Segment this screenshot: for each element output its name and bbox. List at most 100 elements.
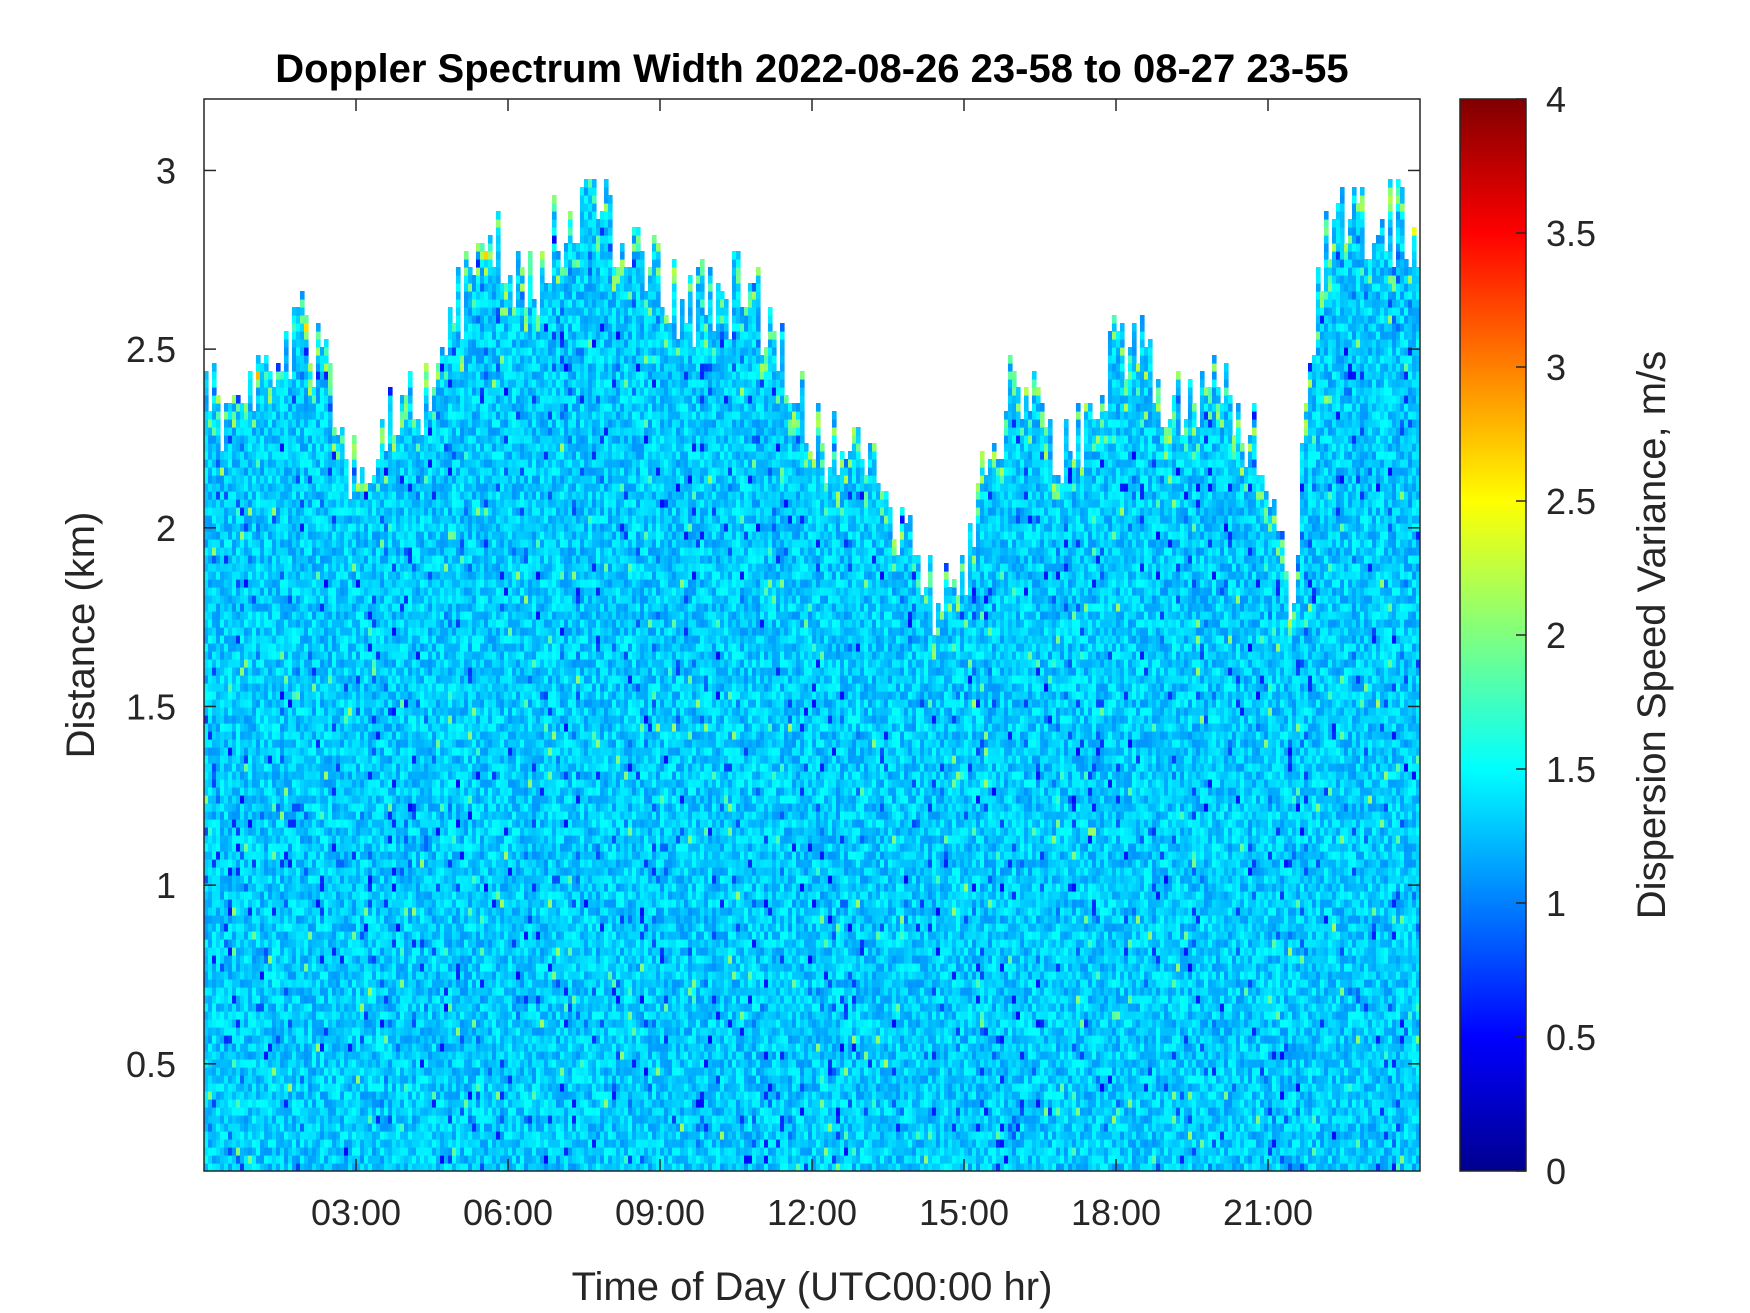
- heatmap-cell: [308, 995, 313, 1004]
- heatmap-cell: [324, 771, 329, 780]
- heatmap-cell: [364, 507, 369, 516]
- heatmap-cell: [320, 867, 325, 876]
- heatmap-cell: [212, 675, 217, 684]
- heatmap-cell: [332, 1131, 337, 1140]
- heatmap-cell: [396, 979, 401, 988]
- heatmap-cell: [384, 747, 389, 756]
- heatmap-cell: [260, 923, 265, 932]
- heatmap-cell: [244, 547, 249, 556]
- heatmap-cell: [280, 899, 285, 908]
- heatmap-cell: [236, 427, 241, 436]
- heatmap-cell: [256, 747, 261, 756]
- heatmap-cell: [300, 915, 305, 924]
- heatmap-cell: [276, 843, 281, 852]
- heatmap-cell: [328, 803, 333, 812]
- heatmap-cell: [296, 979, 301, 988]
- heatmap-cell: [316, 427, 321, 436]
- heatmap-cell: [312, 1091, 317, 1100]
- heatmap-cell: [264, 931, 269, 940]
- heatmap-cell: [328, 691, 333, 700]
- heatmap-cell: [332, 715, 337, 724]
- heatmap-cell: [264, 923, 269, 932]
- heatmap-cell: [396, 1043, 401, 1052]
- heatmap-cell: [268, 675, 273, 684]
- heatmap-cell: [344, 1059, 349, 1068]
- heatmap-cell: [356, 635, 361, 644]
- heatmap-cell: [232, 1075, 237, 1084]
- heatmap-cell: [396, 627, 401, 636]
- heatmap-cell: [316, 411, 321, 420]
- heatmap-cell: [368, 1107, 373, 1116]
- heatmap-cell: [372, 859, 377, 868]
- heatmap-cell: [280, 379, 285, 388]
- heatmap-cell: [340, 1003, 345, 1012]
- heatmap-cell: [360, 955, 365, 964]
- heatmap-cell: [268, 467, 273, 476]
- heatmap-cell: [304, 363, 309, 372]
- heatmap-cell: [344, 875, 349, 884]
- heatmap-cell: [288, 755, 293, 764]
- heatmap-cell: [372, 1139, 377, 1148]
- heatmap-cell: [316, 875, 321, 884]
- heatmap-cell: [388, 619, 393, 628]
- heatmap-cell: [364, 643, 369, 652]
- heatmap-cell: [276, 579, 281, 588]
- heatmap-cell: [376, 611, 381, 620]
- heatmap-cell: [276, 387, 281, 396]
- heatmap-cell: [380, 971, 385, 980]
- heatmap-cell: [396, 1091, 401, 1100]
- heatmap-cell: [284, 1003, 289, 1012]
- heatmap-cell: [336, 1155, 341, 1164]
- heatmap-cell: [260, 1035, 265, 1044]
- heatmap-cell: [260, 691, 265, 700]
- heatmap-cell: [272, 1139, 277, 1148]
- heatmap-cell: [288, 827, 293, 836]
- heatmap-cell: [224, 979, 229, 988]
- heatmap-cell: [252, 867, 257, 876]
- heatmap-cell: [372, 1123, 377, 1132]
- heatmap-cell: [360, 1003, 365, 1012]
- heatmap-cell: [364, 779, 369, 788]
- heatmap-cell: [388, 459, 393, 468]
- heatmap-cell: [248, 1051, 253, 1060]
- heatmap-cell: [388, 1011, 393, 1020]
- heatmap-cell: [404, 547, 409, 556]
- heatmap-cell: [336, 707, 341, 716]
- heatmap-cell: [404, 595, 409, 604]
- heatmap-cell: [280, 987, 285, 996]
- heatmap-cell: [232, 1043, 237, 1052]
- heatmap-cell: [348, 507, 353, 516]
- heatmap-cell: [228, 1019, 233, 1028]
- heatmap-cell: [216, 1067, 221, 1076]
- heatmap-cell: [304, 659, 309, 668]
- heatmap-cell: [220, 579, 225, 588]
- heatmap-cell: [280, 1067, 285, 1076]
- heatmap-cell: [348, 675, 353, 684]
- heatmap-cell: [356, 483, 361, 492]
- heatmap-cell: [208, 427, 213, 436]
- heatmap-cell: [372, 1019, 377, 1028]
- heatmap-cell: [228, 1115, 233, 1124]
- heatmap-cell: [316, 987, 321, 996]
- heatmap-cell: [272, 811, 277, 820]
- heatmap-cell: [360, 755, 365, 764]
- heatmap-cell: [388, 971, 393, 980]
- heatmap-cell: [288, 659, 293, 668]
- heatmap-cell: [244, 403, 249, 412]
- heatmap-cell: [248, 443, 253, 452]
- heatmap-cell: [264, 875, 269, 884]
- heatmap-cell: [256, 755, 261, 764]
- heatmap-cell: [256, 635, 261, 644]
- heatmap-cell: [248, 971, 253, 980]
- heatmap-cell: [376, 627, 381, 636]
- heatmap-cell: [384, 803, 389, 812]
- heatmap-cell: [244, 1147, 249, 1156]
- heatmap-cell: [252, 571, 257, 580]
- heatmap-cell: [240, 699, 245, 708]
- heatmap-cell: [276, 1003, 281, 1012]
- heatmap-cell: [260, 915, 265, 924]
- heatmap-cell: [388, 699, 393, 708]
- heatmap-cell: [364, 795, 369, 804]
- heatmap-cell: [300, 1067, 305, 1076]
- heatmap-cell: [368, 619, 373, 628]
